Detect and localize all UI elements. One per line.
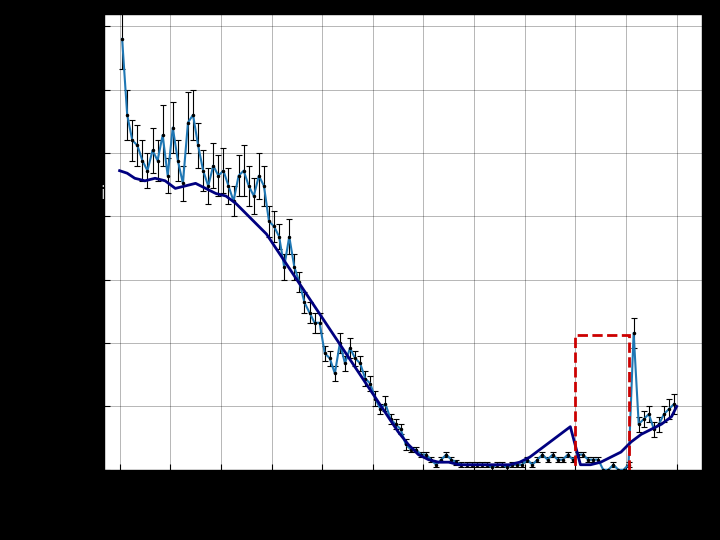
Text: on: on <box>294 126 341 146</box>
Bar <box>575 335 629 475</box>
Y-axis label: Sunspot Number: Sunspot Number <box>56 184 70 300</box>
Text: CHANDRAYAAN-1: CHANDRAYAAN-1 <box>323 126 536 146</box>
Text: Brief  characteristics of the radiation: Brief characteristics of the radiation <box>127 18 593 38</box>
Text: RADOM: RADOM <box>227 126 320 146</box>
Text: in 2009  - deep and prolonged solar minimum: in 2009 - deep and prolonged solar minim… <box>101 185 515 204</box>
Text: environment around Moon as measured: environment around Moon as measured <box>109 72 611 92</box>
Text: by: by <box>198 126 236 146</box>
